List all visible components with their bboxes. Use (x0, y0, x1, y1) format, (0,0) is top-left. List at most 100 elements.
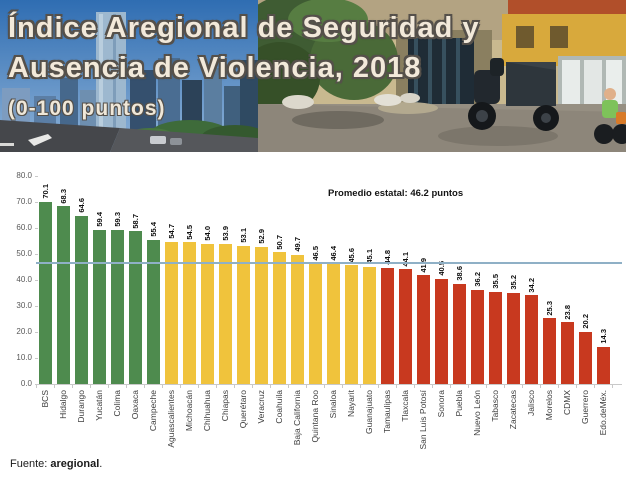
x-axis-label-sonora: Sonora (436, 390, 446, 418)
bar-tamaulipas (380, 267, 394, 384)
x-label-slot: Hidalgo (54, 390, 72, 419)
x-axis-label-querétaro: Querétaro (238, 390, 248, 429)
bar-value-label: 25.3 (544, 300, 554, 316)
bar-yucatán (92, 229, 106, 384)
y-tick-label: 0.0 (20, 379, 32, 388)
bar-slot-durango: 64.6 (72, 176, 90, 384)
y-tick-mark (35, 306, 38, 307)
bar-slot-nuevo-león: 36.2 (468, 176, 486, 384)
bar-value-label: 14.3 (598, 329, 608, 344)
bar-slot-aguascalientes: 54.7 (162, 176, 180, 384)
x-axis-label-coahuila: Coahuila (274, 390, 284, 424)
x-axis-label-puebla: Puebla (454, 390, 464, 417)
y-tick-mark (35, 358, 38, 359)
bar-value-label: 68.3 (58, 188, 68, 204)
bar-durango (74, 216, 88, 384)
x-label-slot: Jalisco (522, 390, 540, 416)
x-axis-label-morelos: Morelos (544, 390, 554, 421)
bar-san-luis-potosí (416, 275, 430, 384)
bar-michoacán (182, 242, 196, 384)
x-label-slot: Colima (108, 390, 126, 416)
x-label-slot: Coahuila (270, 390, 288, 424)
bar-zacatecas (506, 292, 520, 384)
bar-slot-chihuahua: 54.0 (198, 176, 216, 384)
x-label-slot: Morelos (540, 390, 558, 420)
x-axis-label-cdmx: CDMX (562, 390, 572, 416)
y-tick-label: 40.0 (16, 275, 32, 284)
bar-value-label: 45.6 (346, 247, 356, 263)
y-tick-mark (35, 280, 38, 281)
source-prefix: Fuente: (10, 458, 51, 470)
y-tick-mark (35, 202, 38, 203)
bar-querétaro (236, 245, 250, 384)
bar-value-label: 53.9 (220, 226, 230, 241)
bar-slot-hidalgo: 68.3 (54, 176, 72, 384)
bar-slot-puebla: 38.6 (450, 176, 468, 384)
x-label-slot: Chihuahua (198, 390, 216, 431)
x-axis-label-sinaloa: Sinaloa (328, 390, 338, 419)
x-axis-ticks (36, 385, 622, 388)
plot-area: 70.1 68.3 64.6 59.4 59.3 58.7 55.4 54.7 54.5 54.0… (36, 176, 622, 385)
bar-slot-oaxaca: 58.7 (126, 176, 144, 384)
bar-value-label: 54.0 (202, 226, 212, 241)
bar-hidalgo (56, 206, 70, 384)
bar-slot-tamaulipas: 44.8 (378, 176, 396, 384)
bar-slot-veracruz: 52.9 (252, 176, 270, 384)
bar-slot-zacatecas: 35.2 (504, 176, 522, 384)
bar-value-label: 49.7 (292, 237, 302, 252)
x-label-slot: Tabasco (486, 390, 504, 422)
x-axis-label-nuevo-león: Nuevo León (472, 390, 482, 436)
bar-slot-jalisco: 34.2 (522, 176, 540, 384)
bar-slot-coahuila: 50.7 (270, 176, 288, 384)
source-note: Fuente: aregional. (10, 458, 102, 470)
x-label-slot: Campeche (144, 390, 162, 431)
bar-value-label: 46.5 (310, 245, 320, 261)
bar-slot-sinaloa: 46.4 (324, 176, 342, 384)
bar-slot-chiapas: 53.9 (216, 176, 234, 384)
x-label-slot: Quintana Roo (306, 390, 324, 442)
x-label-slot: Zacatecas (504, 390, 522, 429)
bar-value-label: 59.3 (112, 212, 122, 227)
x-axis-label-chiapas: Chiapas (220, 390, 230, 422)
x-label-slot: Guerrero (576, 390, 594, 424)
x-axis-label-hidalgo: Hidalgo (58, 390, 68, 419)
y-tick-label: 70.0 (16, 197, 32, 206)
x-label-slot: Sinaloa (324, 390, 342, 418)
bar-chart: 80.0 70.0 60.0 50.0 40.0 30.0 20.0 10.0 0.0 70.1… (8, 171, 622, 450)
bar-value-label: 41.9 (418, 257, 428, 273)
x-label-slot: Baja California (288, 390, 306, 445)
x-axis-label-guerrero: Guerrero (580, 390, 590, 425)
x-label-slot: Oaxaca (126, 390, 144, 419)
y-tick-label: 80.0 (16, 171, 32, 180)
bar-oaxaca (128, 231, 142, 384)
bar-value-label: 64.6 (76, 198, 86, 213)
x-axis-label-tlaxcala: Tlaxcala (400, 390, 410, 422)
x-axis-label-bcs: BCS (40, 390, 50, 408)
bar-veracruz (254, 246, 268, 384)
bar-value-label: 46.4 (328, 245, 338, 261)
x-label-slot: Sonora (432, 390, 450, 417)
x-label-slot: Puebla (450, 390, 468, 416)
bar-baja-california (290, 254, 304, 384)
x-label-slot: Durango (72, 390, 90, 423)
bar-value-label: 54.5 (184, 224, 194, 240)
bar-aguascalientes (164, 241, 178, 384)
x-axis-label-guanajuato: Guanajuato (364, 390, 374, 434)
bar-edo-deméx- (596, 346, 610, 384)
bar-value-label: 59.4 (94, 212, 104, 227)
y-tick-mark (35, 254, 38, 255)
bar-chihuahua (200, 243, 214, 384)
header-banner: Índice Aregional de Seguridad y Ausencia… (0, 0, 626, 152)
bar-value-label: 35.5 (490, 274, 500, 289)
x-label-slot: Edo.deMéx. (594, 390, 612, 435)
x-axis-label-oaxaca: Oaxaca (130, 390, 140, 420)
x-axis-label-nayarit: Nayarit (346, 390, 356, 417)
x-axis-label-quintana-roo: Quintana Roo (310, 390, 320, 443)
bar-slot-morelos: 25.3 (540, 176, 558, 384)
bar-guanajuato (362, 266, 376, 384)
bar-value-label: 20.2 (580, 313, 590, 329)
x-label-slot: Aguascalientes (162, 390, 180, 448)
x-axis-label-colima: Colima (112, 390, 122, 417)
bar-guerrero (578, 331, 592, 384)
